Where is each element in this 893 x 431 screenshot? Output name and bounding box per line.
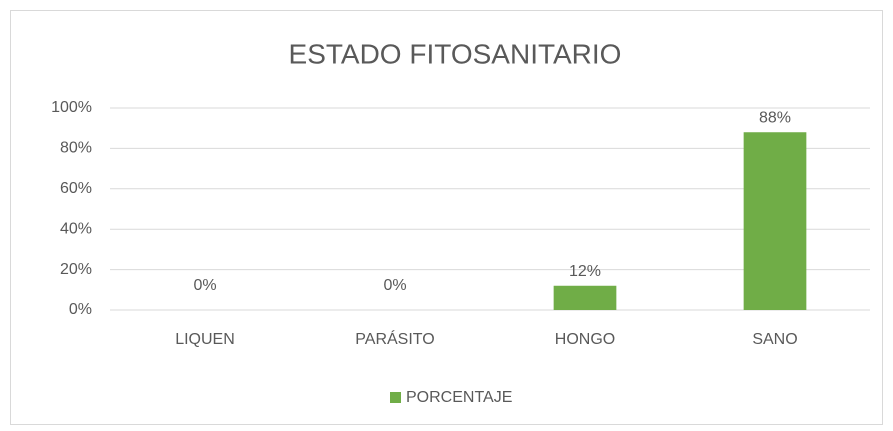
x-tick-label: HONGO [555, 331, 615, 348]
bar [553, 285, 617, 310]
legend-label: PORCENTAJE [406, 389, 512, 406]
x-tick-label: SANO [752, 331, 797, 348]
y-tick-label: 80% [60, 140, 92, 157]
data-label: 0% [193, 277, 216, 294]
legend-swatch [390, 392, 401, 403]
y-tick-label: 20% [60, 261, 92, 278]
x-tick-label: LIQUEN [175, 331, 235, 348]
y-tick-label: 100% [51, 99, 92, 116]
chart-border [10, 10, 883, 425]
x-tick-label: PARÁSITO [355, 329, 434, 348]
data-label: 0% [383, 277, 406, 294]
bar [743, 132, 807, 310]
y-tick-label: 60% [60, 180, 92, 197]
y-tick-label: 0% [69, 301, 92, 318]
data-label: 12% [569, 263, 601, 280]
chart-title: ESTADO FITOSANITARIO [289, 38, 622, 69]
y-tick-label: 40% [60, 220, 92, 237]
data-label: 88% [759, 109, 791, 126]
